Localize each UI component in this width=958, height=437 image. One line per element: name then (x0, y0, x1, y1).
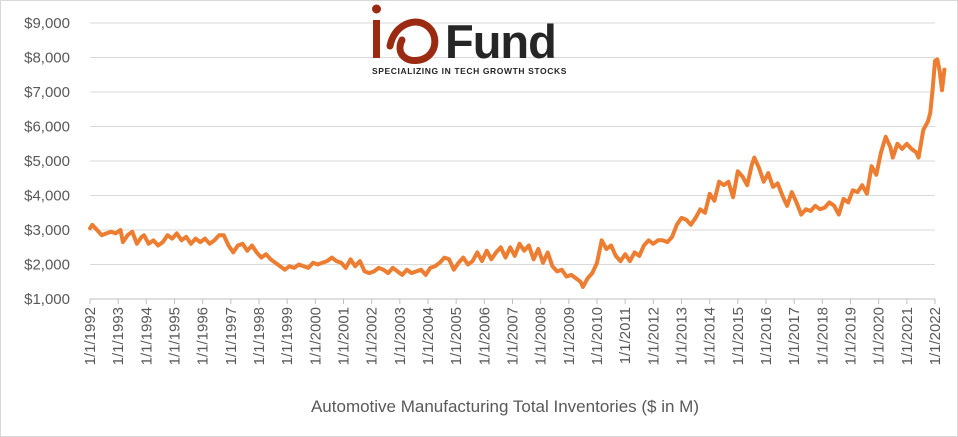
x-tick-label: 1/1/2012 (645, 307, 662, 365)
x-tick-label: 1/1/2002 (364, 307, 381, 365)
x-tick-label: 1/1/1993 (110, 307, 127, 365)
x-tick-label: 1/1/2016 (758, 307, 775, 365)
y-tick-label: $8,000 (24, 50, 70, 67)
x-tick-label: 1/1/2021 (899, 307, 916, 365)
series-line-inventories (88, 57, 947, 289)
x-tick-label: 1/1/2015 (730, 307, 747, 365)
x-axis-title: Automotive Manufacturing Total Inventori… (311, 397, 699, 416)
y-tick-label: $3,000 (24, 222, 70, 239)
x-axis (89, 298, 936, 304)
y-tick-label: $1,000 (24, 291, 70, 308)
x-tick-label: 1/1/2005 (448, 307, 465, 365)
x-tick-label: 1/1/1996 (195, 307, 212, 365)
x-tick-label: 1/1/2010 (589, 307, 606, 365)
x-tick-label: 1/1/2003 (392, 307, 409, 365)
x-tick-label: 1/1/2017 (786, 307, 803, 365)
x-tick-label: 1/1/1998 (251, 307, 268, 365)
x-tick-label: 1/1/2014 (702, 307, 719, 365)
x-tick-label: 1/1/2009 (561, 307, 578, 365)
x-tick-label: 1/1/1995 (167, 307, 184, 365)
y-tick-label: $6,000 (24, 119, 70, 136)
x-tick-label: 1/1/2018 (814, 307, 831, 365)
x-tick-label: 1/1/2006 (476, 307, 493, 365)
x-tick-label: 1/1/2004 (420, 307, 437, 365)
x-axis-tick-labels: 1/1/1992 1/1/1993 1/1/1994 1/1/1995 1/1/1996… (82, 307, 944, 365)
x-tick-label: 1/1/1999 (279, 307, 296, 365)
y-tick-label: $9,000 (24, 15, 70, 32)
x-tick-label: 1/1/2022 (927, 307, 944, 365)
x-tick-label: 1/1/1994 (138, 307, 155, 365)
x-tick-label: 1/1/2000 (307, 307, 324, 365)
y-axis-tick-labels: $1,000 $2,000 $3,000 $4,000 $5,000 $6,000 $7,0… (24, 15, 70, 308)
logo-o-ring (386, 18, 439, 64)
logo-tagline: SPECIALIZING IN TECH GROWTH STOCKS (372, 66, 567, 76)
x-tick-label: 1/1/2001 (336, 307, 353, 365)
x-tick-label: 1/1/2011 (617, 307, 634, 364)
x-tick-label: 1/1/2007 (505, 307, 522, 365)
x-tick-label: 1/1/1997 (223, 307, 240, 365)
y-tick-label: $2,000 (24, 257, 70, 274)
x-tick-label: 1/1/2020 (871, 307, 888, 365)
x-tick-label: 1/1/1992 (82, 307, 99, 365)
logo-i-dot (372, 4, 381, 14)
y-tick-label: $5,000 (24, 153, 70, 170)
x-tick-label: 1/1/2013 (674, 307, 691, 365)
logo-wordmark: Fund (445, 15, 556, 68)
x-tick-label: 1/1/2019 (843, 307, 860, 365)
y-tick-label: $7,000 (24, 84, 70, 101)
x-tick-label: 1/1/2008 (533, 307, 550, 365)
y-tick-label: $4,000 (24, 188, 70, 205)
iofund-logo: Fund SPECIALIZING IN TECH GROWTH STOCKS (372, 4, 567, 76)
logo-i-stem (373, 20, 380, 58)
